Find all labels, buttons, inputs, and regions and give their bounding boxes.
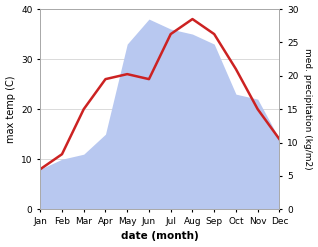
X-axis label: date (month): date (month): [121, 231, 199, 242]
Y-axis label: med. precipitation (kg/m2): med. precipitation (kg/m2): [303, 48, 313, 170]
Y-axis label: max temp (C): max temp (C): [5, 75, 16, 143]
